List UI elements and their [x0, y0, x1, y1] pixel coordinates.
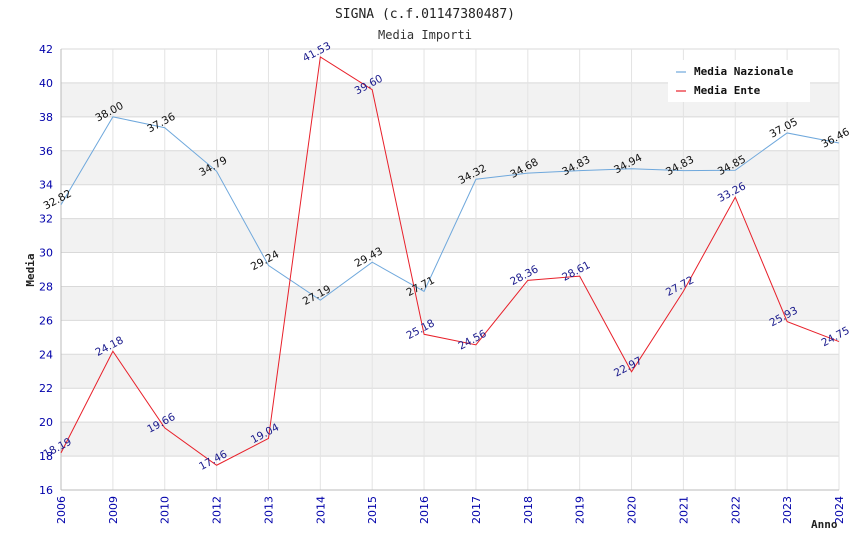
- data-label-ente: 28.61: [560, 259, 592, 284]
- y-tick-label: 32: [39, 213, 53, 226]
- x-tick-label: 2012: [211, 496, 224, 524]
- x-axis-ticks: 2006 2009 2010 2012 2013 2014 2015 2016 2017 2018…: [55, 496, 846, 524]
- y-tick-label: 26: [39, 314, 53, 327]
- grid-band: [61, 422, 839, 457]
- y-tick-label: 16: [39, 484, 53, 497]
- data-label-ente: 24.75: [820, 325, 850, 350]
- legend-box: [668, 60, 810, 102]
- series-line-media-ente: [60, 56, 840, 466]
- grid-lines: [60, 48, 840, 491]
- y-tick-label: 42: [39, 43, 53, 56]
- y-tick-label: 30: [39, 247, 53, 260]
- y-tick-label: 20: [39, 416, 53, 429]
- x-tick-label: 2016: [418, 496, 431, 524]
- data-label-ente: 41.53: [301, 40, 333, 65]
- x-tick-label: 2010: [159, 496, 172, 524]
- y-tick-label: 38: [39, 111, 53, 124]
- legend-label-nazionale: Media Nazionale: [694, 65, 794, 78]
- x-tick-label: 2006: [55, 496, 68, 524]
- legend: Media Nazionale Media Ente: [668, 60, 810, 102]
- y-axis-label: Media: [24, 253, 37, 286]
- y-tick-label: 24: [39, 348, 53, 361]
- x-tick-label: 2009: [107, 496, 120, 524]
- y-tick-label: 18: [39, 450, 53, 463]
- grid-band: [61, 354, 839, 389]
- y-tick-label: 28: [39, 280, 53, 293]
- series-lines: [60, 56, 840, 466]
- chart-subtitle: Media Importi: [378, 28, 472, 42]
- y-tick-label: 34: [39, 179, 53, 192]
- y-tick-label: 40: [39, 77, 53, 90]
- x-tick-label: 2013: [262, 496, 275, 524]
- x-tick-label: 2024: [833, 496, 846, 524]
- y-tick-label: 36: [39, 145, 53, 158]
- x-tick-label: 2014: [314, 496, 327, 524]
- y-axis-ticks: 16 18 20 22 24 26 28 30 32 34 36 38 40 42: [39, 43, 53, 497]
- x-tick-label: 2017: [470, 496, 483, 524]
- data-label-nazionale: 36.46: [820, 126, 850, 151]
- grid-band: [61, 286, 839, 321]
- y-tick-label: 22: [39, 382, 53, 395]
- x-tick-label: 2020: [626, 496, 639, 524]
- series-line-media-nazionale: [60, 116, 840, 301]
- legend-label-ente: Media Ente: [694, 84, 761, 97]
- data-label-ente: 24.56: [456, 328, 488, 353]
- x-tick-label: 2019: [574, 496, 587, 524]
- x-tick-label: 2015: [366, 496, 379, 524]
- x-tick-label: 2021: [677, 496, 690, 524]
- data-label-ente: 25.18: [405, 317, 437, 342]
- x-axis-label: Anno: [811, 518, 838, 531]
- axes: [60, 49, 839, 491]
- x-tick-label: 2018: [522, 496, 535, 524]
- chart-title: SIGNA (c.f.01147380487): [335, 7, 515, 22]
- x-tick-label: 2022: [729, 496, 742, 524]
- data-label-nazionale: 37.05: [768, 116, 800, 141]
- grid-band: [61, 150, 839, 185]
- x-tick-label: 2023: [781, 496, 794, 524]
- data-label-ente: 18.19: [42, 436, 74, 461]
